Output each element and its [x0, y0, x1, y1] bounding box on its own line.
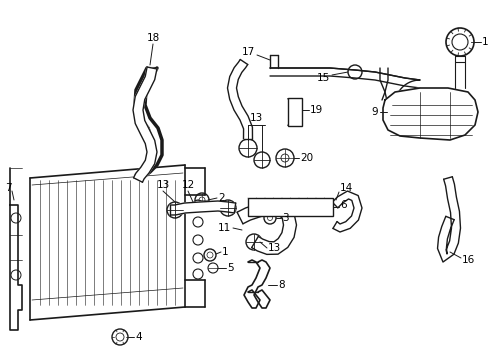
Text: 14: 14 [339, 183, 352, 193]
Polygon shape [437, 177, 460, 262]
Text: 13: 13 [156, 180, 169, 190]
Text: 13: 13 [249, 113, 262, 123]
Polygon shape [382, 88, 477, 140]
Text: 20: 20 [299, 153, 312, 163]
Text: 15: 15 [316, 73, 329, 83]
Text: 9: 9 [370, 107, 377, 117]
Text: 13: 13 [267, 243, 281, 253]
Text: 18: 18 [146, 33, 159, 43]
Text: 11: 11 [217, 223, 230, 233]
Text: 1: 1 [222, 247, 228, 257]
Polygon shape [237, 202, 296, 255]
Polygon shape [133, 67, 157, 182]
Text: 4: 4 [135, 332, 142, 342]
Text: 16: 16 [461, 255, 474, 265]
Text: 6: 6 [339, 200, 346, 210]
Text: 8: 8 [278, 280, 284, 290]
Text: 3: 3 [282, 213, 288, 223]
Text: 2: 2 [218, 193, 224, 203]
Text: 12: 12 [181, 180, 194, 190]
Bar [247, 198, 332, 216]
Text: 19: 19 [309, 105, 323, 115]
Text: 10: 10 [481, 37, 488, 47]
Polygon shape [227, 59, 252, 139]
Text: 7: 7 [5, 183, 12, 193]
Bar [287, 98, 302, 126]
Polygon shape [170, 201, 235, 215]
Text: 17: 17 [241, 47, 254, 57]
Text: 5: 5 [226, 263, 233, 273]
Polygon shape [331, 191, 361, 232]
